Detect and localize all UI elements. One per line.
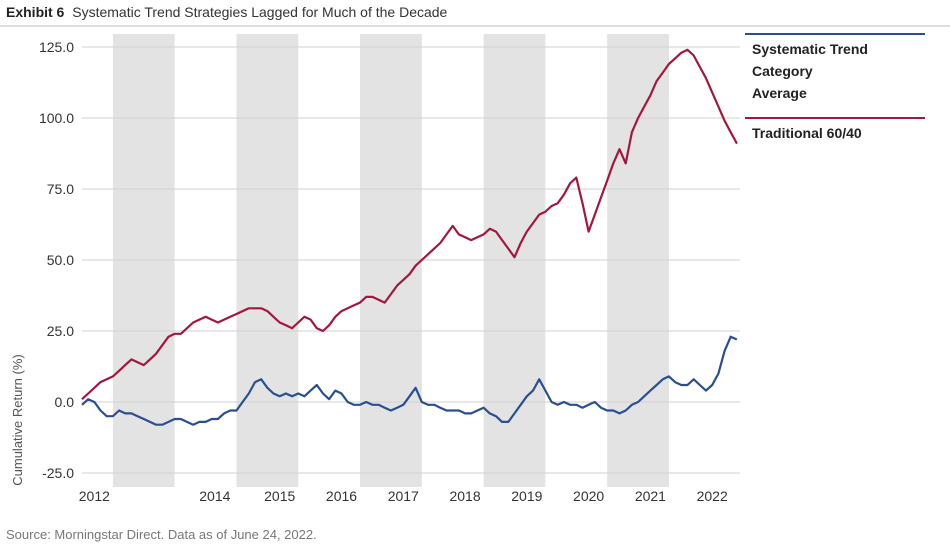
y-tick-label: 50.0 xyxy=(47,252,74,268)
x-tick-label: 2017 xyxy=(388,488,419,504)
source-note: Source: Morningstar Direct. Data as of J… xyxy=(6,527,317,542)
y-axis-label: Cumulative Return (%) xyxy=(10,354,25,486)
legend: Systematic Trend Category Average Tradition… xyxy=(745,33,925,141)
legend-label-0: Average xyxy=(752,85,807,101)
y-tick-label: 125.0 xyxy=(39,39,74,55)
exhibit-label: Exhibit 6 xyxy=(6,4,65,20)
x-tick-label: 2019 xyxy=(511,488,542,504)
legend-label-0: Category xyxy=(752,63,813,79)
x-tick-label: 2014 xyxy=(199,488,230,504)
chart-title: Exhibit 6 Systematic Trend Strategies La… xyxy=(6,4,447,20)
series-lines xyxy=(81,48,738,426)
y-tick-labels: -25.0 0.0 25.0 50.0 75.0 100.0 125.0 xyxy=(39,39,74,481)
series-line-0 xyxy=(81,335,738,426)
x-tick-label: 2021 xyxy=(635,488,666,504)
x-tick-label: 2022 xyxy=(697,488,728,504)
series-line-1 xyxy=(81,48,738,401)
title-text: Systematic Trend Strategies Lagged for M… xyxy=(72,4,448,20)
y-tick-label: 0.0 xyxy=(55,394,75,410)
x-tick-label: 2015 xyxy=(264,488,295,504)
x-tick-label: 2018 xyxy=(449,488,480,504)
x-tick-label: 2016 xyxy=(326,488,357,504)
x-tick-label: 2012 xyxy=(79,488,110,504)
x-tick-labels: 2012 2014 2015 2016 2017 2018 2019 2020 2021 2022 xyxy=(79,488,728,504)
y-tick-label: 25.0 xyxy=(47,323,74,339)
y-tick-label: -25.0 xyxy=(42,465,74,481)
gridlines xyxy=(82,46,740,474)
legend-label-0: Systematic Trend xyxy=(752,41,868,57)
legend-label-1: Traditional 60/40 xyxy=(752,125,862,141)
y-tick-label: 75.0 xyxy=(47,181,74,197)
y-tick-label: 100.0 xyxy=(39,110,74,126)
x-tick-label: 2020 xyxy=(573,488,604,504)
